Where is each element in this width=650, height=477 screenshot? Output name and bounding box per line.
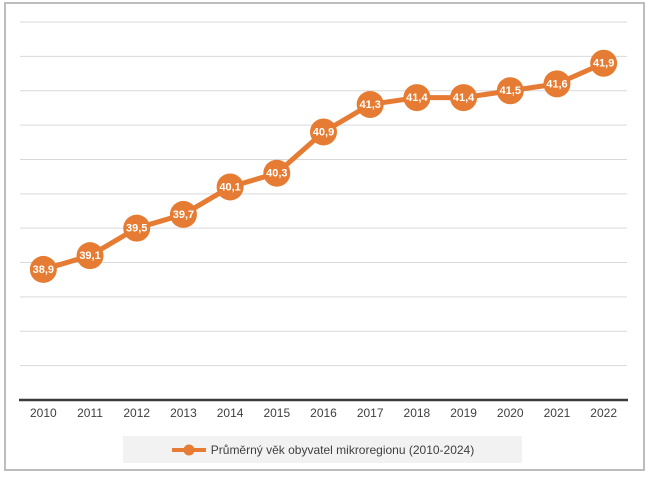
chart-legend: Průměrný věk obyvatel mikroregionu (2010… [123,436,522,463]
data-point-marker [450,84,478,112]
x-axis-tick-label: 2018 [404,406,431,420]
data-point-marker [123,214,151,242]
data-point-marker [216,173,244,201]
x-axis-tick-label: 2016 [310,406,337,420]
line-chart-plot-area: 38,9 39,1 39,5 39,7 40,1 40,3 40,9 41,3 41,4 41,4… [19,21,628,420]
data-point-marker [29,255,57,283]
data-point-marker [356,90,384,118]
data-point-label: 38,9 [33,264,54,276]
x-axis-tick-label: 2021 [544,406,571,420]
x-axis-tick-label: 2010 [30,406,57,420]
data-point-label: 41,4 [453,92,475,104]
data-point-label: 39,5 [126,223,147,235]
data-point-label: 41,4 [406,92,428,104]
data-point-label: 39,7 [173,209,194,221]
data-point-label: 40,9 [313,126,334,138]
data-point-label: 39,1 [79,250,100,262]
data-point-marker [76,242,104,270]
x-axis-tick-label: 2011 [77,406,103,420]
data-point-marker [543,70,571,98]
x-axis-tick-label: 2022 [590,406,617,420]
x-axis-tick-label: 2013 [170,406,197,420]
data-point-marker [263,159,291,187]
data-point-label: 41,5 [500,85,521,97]
x-axis-tick-label: 2019 [450,406,477,420]
legend-label: Průměrný věk obyvatel mikroregionu (2010… [210,442,475,457]
data-point-marker [496,77,524,105]
data-point-label: 41,9 [593,58,614,70]
legend-line-marker-icon [171,444,206,455]
data-point-marker [310,118,337,146]
data-point-label: 41,6 [546,78,567,90]
data-point-label: 40,3 [266,168,287,180]
data-point-marker [403,84,431,112]
x-axis-tick-label: 2020 [497,406,524,420]
data-point-label: 40,1 [219,181,240,193]
x-axis-tick-label: 2015 [263,406,290,420]
x-axis-tick-label: 2017 [357,406,384,420]
data-point-marker [590,49,618,77]
data-point-label: 41,3 [359,99,380,111]
x-axis-tick-label: 2012 [123,406,150,420]
x-axis-tick-label: 2014 [217,406,244,420]
data-point-marker [169,200,197,228]
